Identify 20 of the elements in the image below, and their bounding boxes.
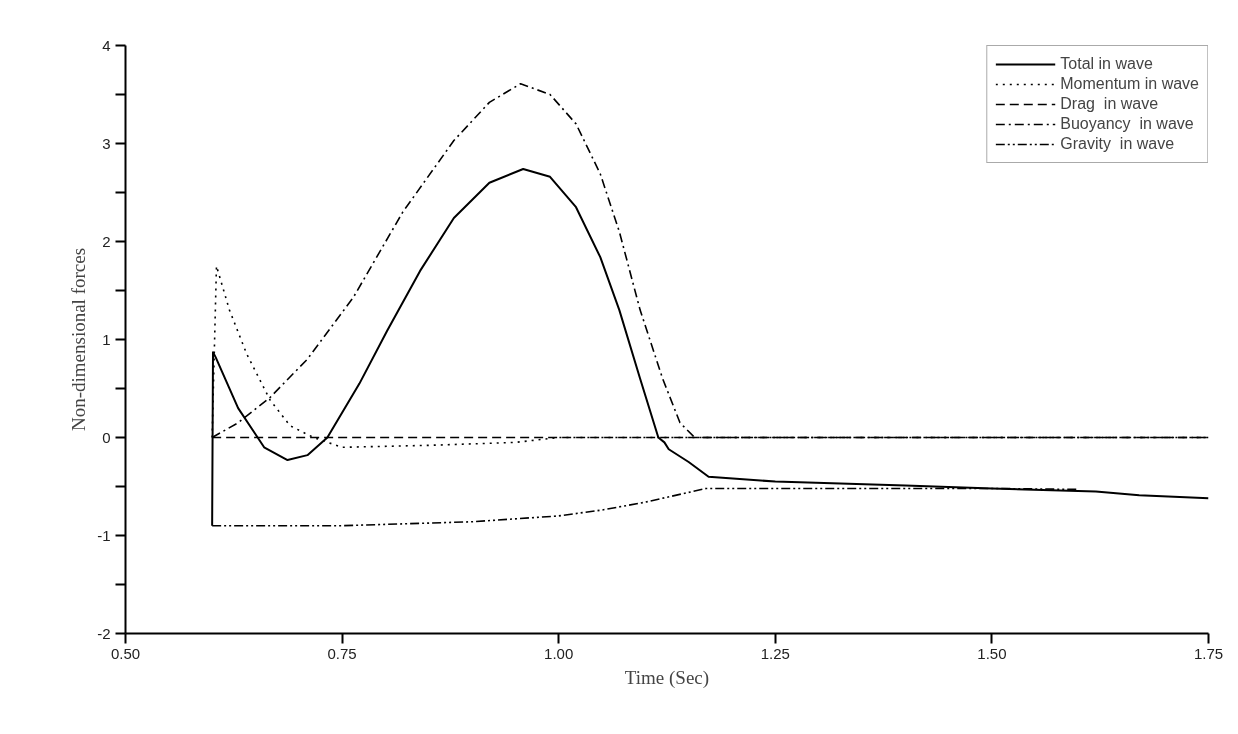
y-axis-title: Non-dimensional forces (68, 247, 90, 432)
x-tick-label: 1.00 (544, 644, 574, 662)
y-tick-label: -2 (97, 624, 111, 642)
legend-label: Buoyancy in wave (1060, 115, 1194, 133)
legend-label: Drag in wave (1060, 95, 1159, 113)
y-tick-label: -1 (97, 526, 111, 544)
legend-label: Momentum in wave (1060, 75, 1199, 93)
x-tick-label: 1.25 (760, 644, 790, 662)
x-tick-label: 0.50 (110, 644, 141, 662)
y-tick-label: 2 (102, 232, 111, 250)
y-tick-label: 1 (102, 330, 111, 348)
legend-label: Gravity in wave (1060, 135, 1175, 153)
legend-label: Total in wave (1060, 55, 1153, 73)
y-tick-label: 0 (102, 428, 111, 446)
x-tick-label: 0.75 (327, 644, 357, 662)
x-tick-label: 1.50 (977, 644, 1007, 662)
y-tick-label: 3 (102, 134, 111, 152)
x-tick-label: 1.75 (1193, 644, 1224, 662)
y-tick-label: 4 (102, 36, 111, 54)
x-axis-title: Time (Sec) (624, 666, 710, 689)
